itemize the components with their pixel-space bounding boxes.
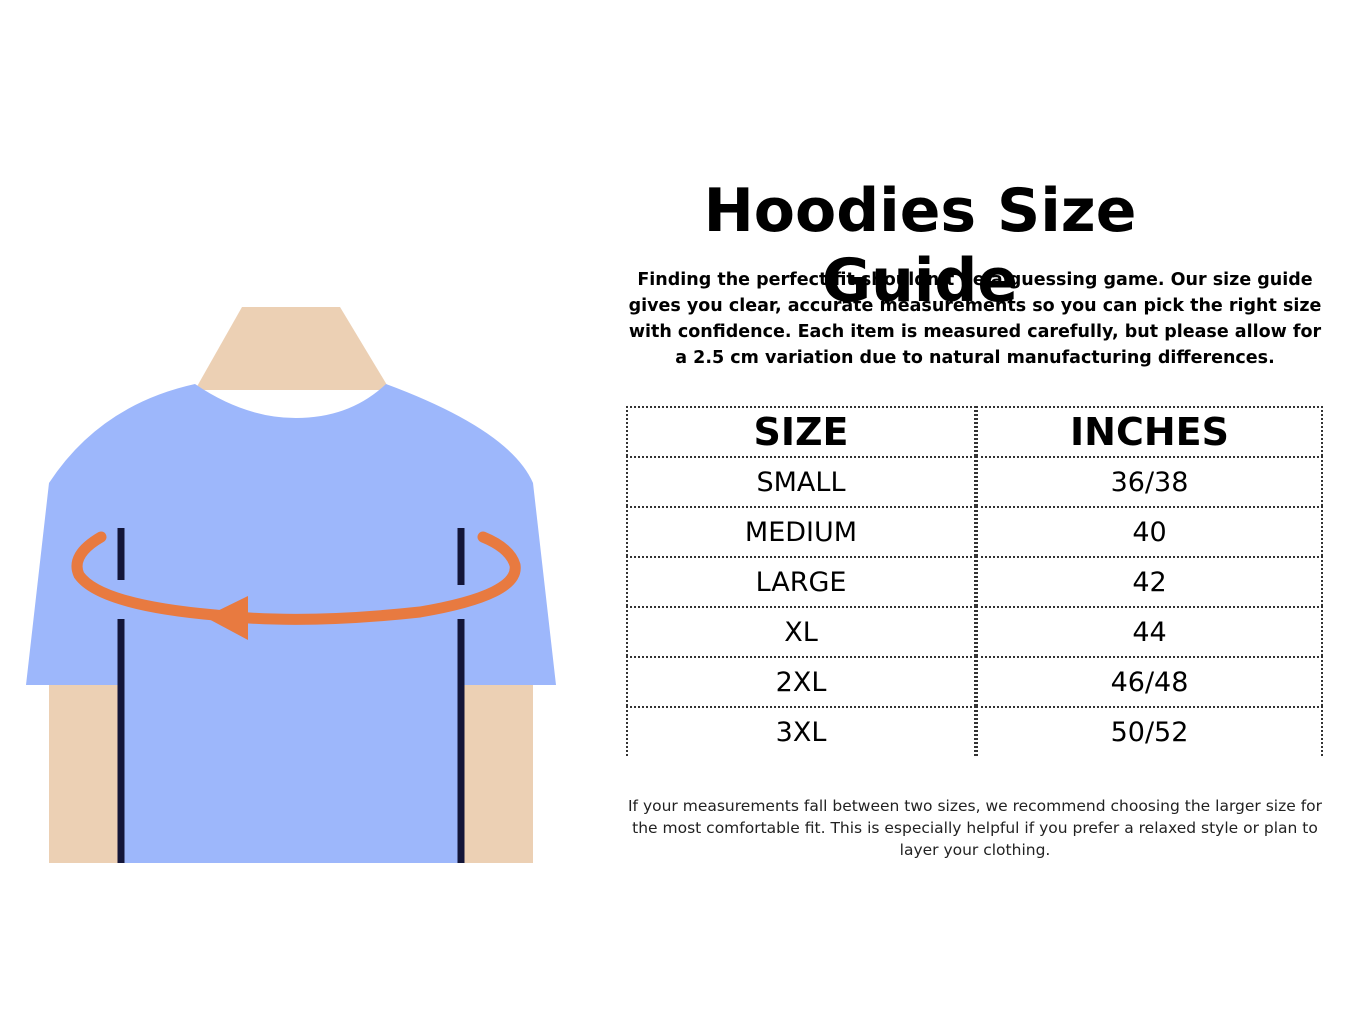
neck xyxy=(195,307,390,390)
fit-note: If your measurements fall between two si… xyxy=(627,797,1323,859)
size-cell: 3XL xyxy=(626,706,976,756)
intro-text: Finding the perfect fit shouldn’t be a g… xyxy=(628,270,1322,368)
inches-cell: 36/38 xyxy=(976,456,1323,506)
arrow-head-icon xyxy=(205,596,248,640)
size-cell: 2XL xyxy=(626,656,976,706)
table-row: XL 44 xyxy=(626,606,1323,656)
chest-arrow xyxy=(71,531,521,625)
table-row: MEDIUM 40 xyxy=(626,506,1323,556)
size-cell: SMALL xyxy=(626,456,976,506)
header-inches: INCHES xyxy=(976,406,1323,456)
size-cell: MEDIUM xyxy=(626,506,976,556)
inches-cell: 42 xyxy=(976,556,1323,606)
size-cell: XL xyxy=(626,606,976,656)
table-row: 3XL 50/52 xyxy=(626,706,1323,756)
inches-cell: 44 xyxy=(976,606,1323,656)
inches-cell: 50/52 xyxy=(976,706,1323,756)
size-table: SIZE INCHES SMALL 36/38 MEDIUM 40 LARGE 42 … xyxy=(626,406,1323,756)
table-row: 2XL 46/48 xyxy=(626,656,1323,706)
header-size: SIZE xyxy=(626,406,976,456)
measure-lines xyxy=(117,528,465,863)
chest-measurement-shirt-icon xyxy=(26,307,556,863)
page-title: Hoodies Size Guide xyxy=(703,176,1137,316)
table-header: SIZE INCHES xyxy=(626,406,1323,456)
table-row: SMALL 36/38 xyxy=(626,456,1323,506)
size-cell: LARGE xyxy=(626,556,976,606)
table-row: LARGE 42 xyxy=(626,556,1323,606)
inches-cell: 40 xyxy=(976,506,1323,556)
inches-cell: 46/48 xyxy=(976,656,1323,706)
